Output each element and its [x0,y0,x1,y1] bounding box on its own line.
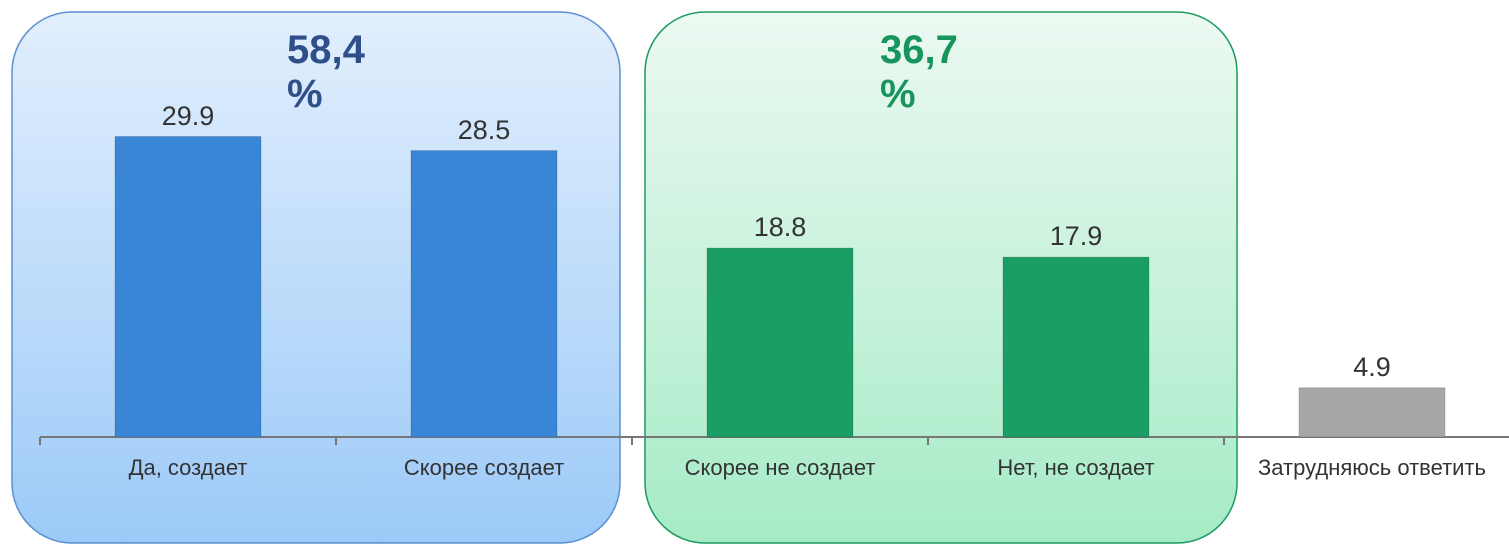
group-annotation: 58,4 % [287,28,365,116]
value-label: 28.5 [457,114,511,145]
group-annotation: 36,7 % [880,28,958,116]
value-label: 4.9 [1353,351,1391,382]
value-label: 17.9 [1049,221,1103,252]
bar [1002,256,1150,438]
x-tick-label: Да, создает [128,455,248,480]
x-tick-label: Затрудняюсь ответить [1257,455,1487,480]
value-label: 18.8 [753,212,807,243]
x-tick-label: Нет, не создает [997,455,1155,480]
bar [410,150,558,438]
bar [114,136,262,438]
bar [706,247,854,438]
value-label: 29.9 [161,100,215,131]
x-tick-label: Скорее не создает [684,455,876,480]
x-tick-label: Скорее создает [403,455,565,480]
bar [1298,387,1446,438]
